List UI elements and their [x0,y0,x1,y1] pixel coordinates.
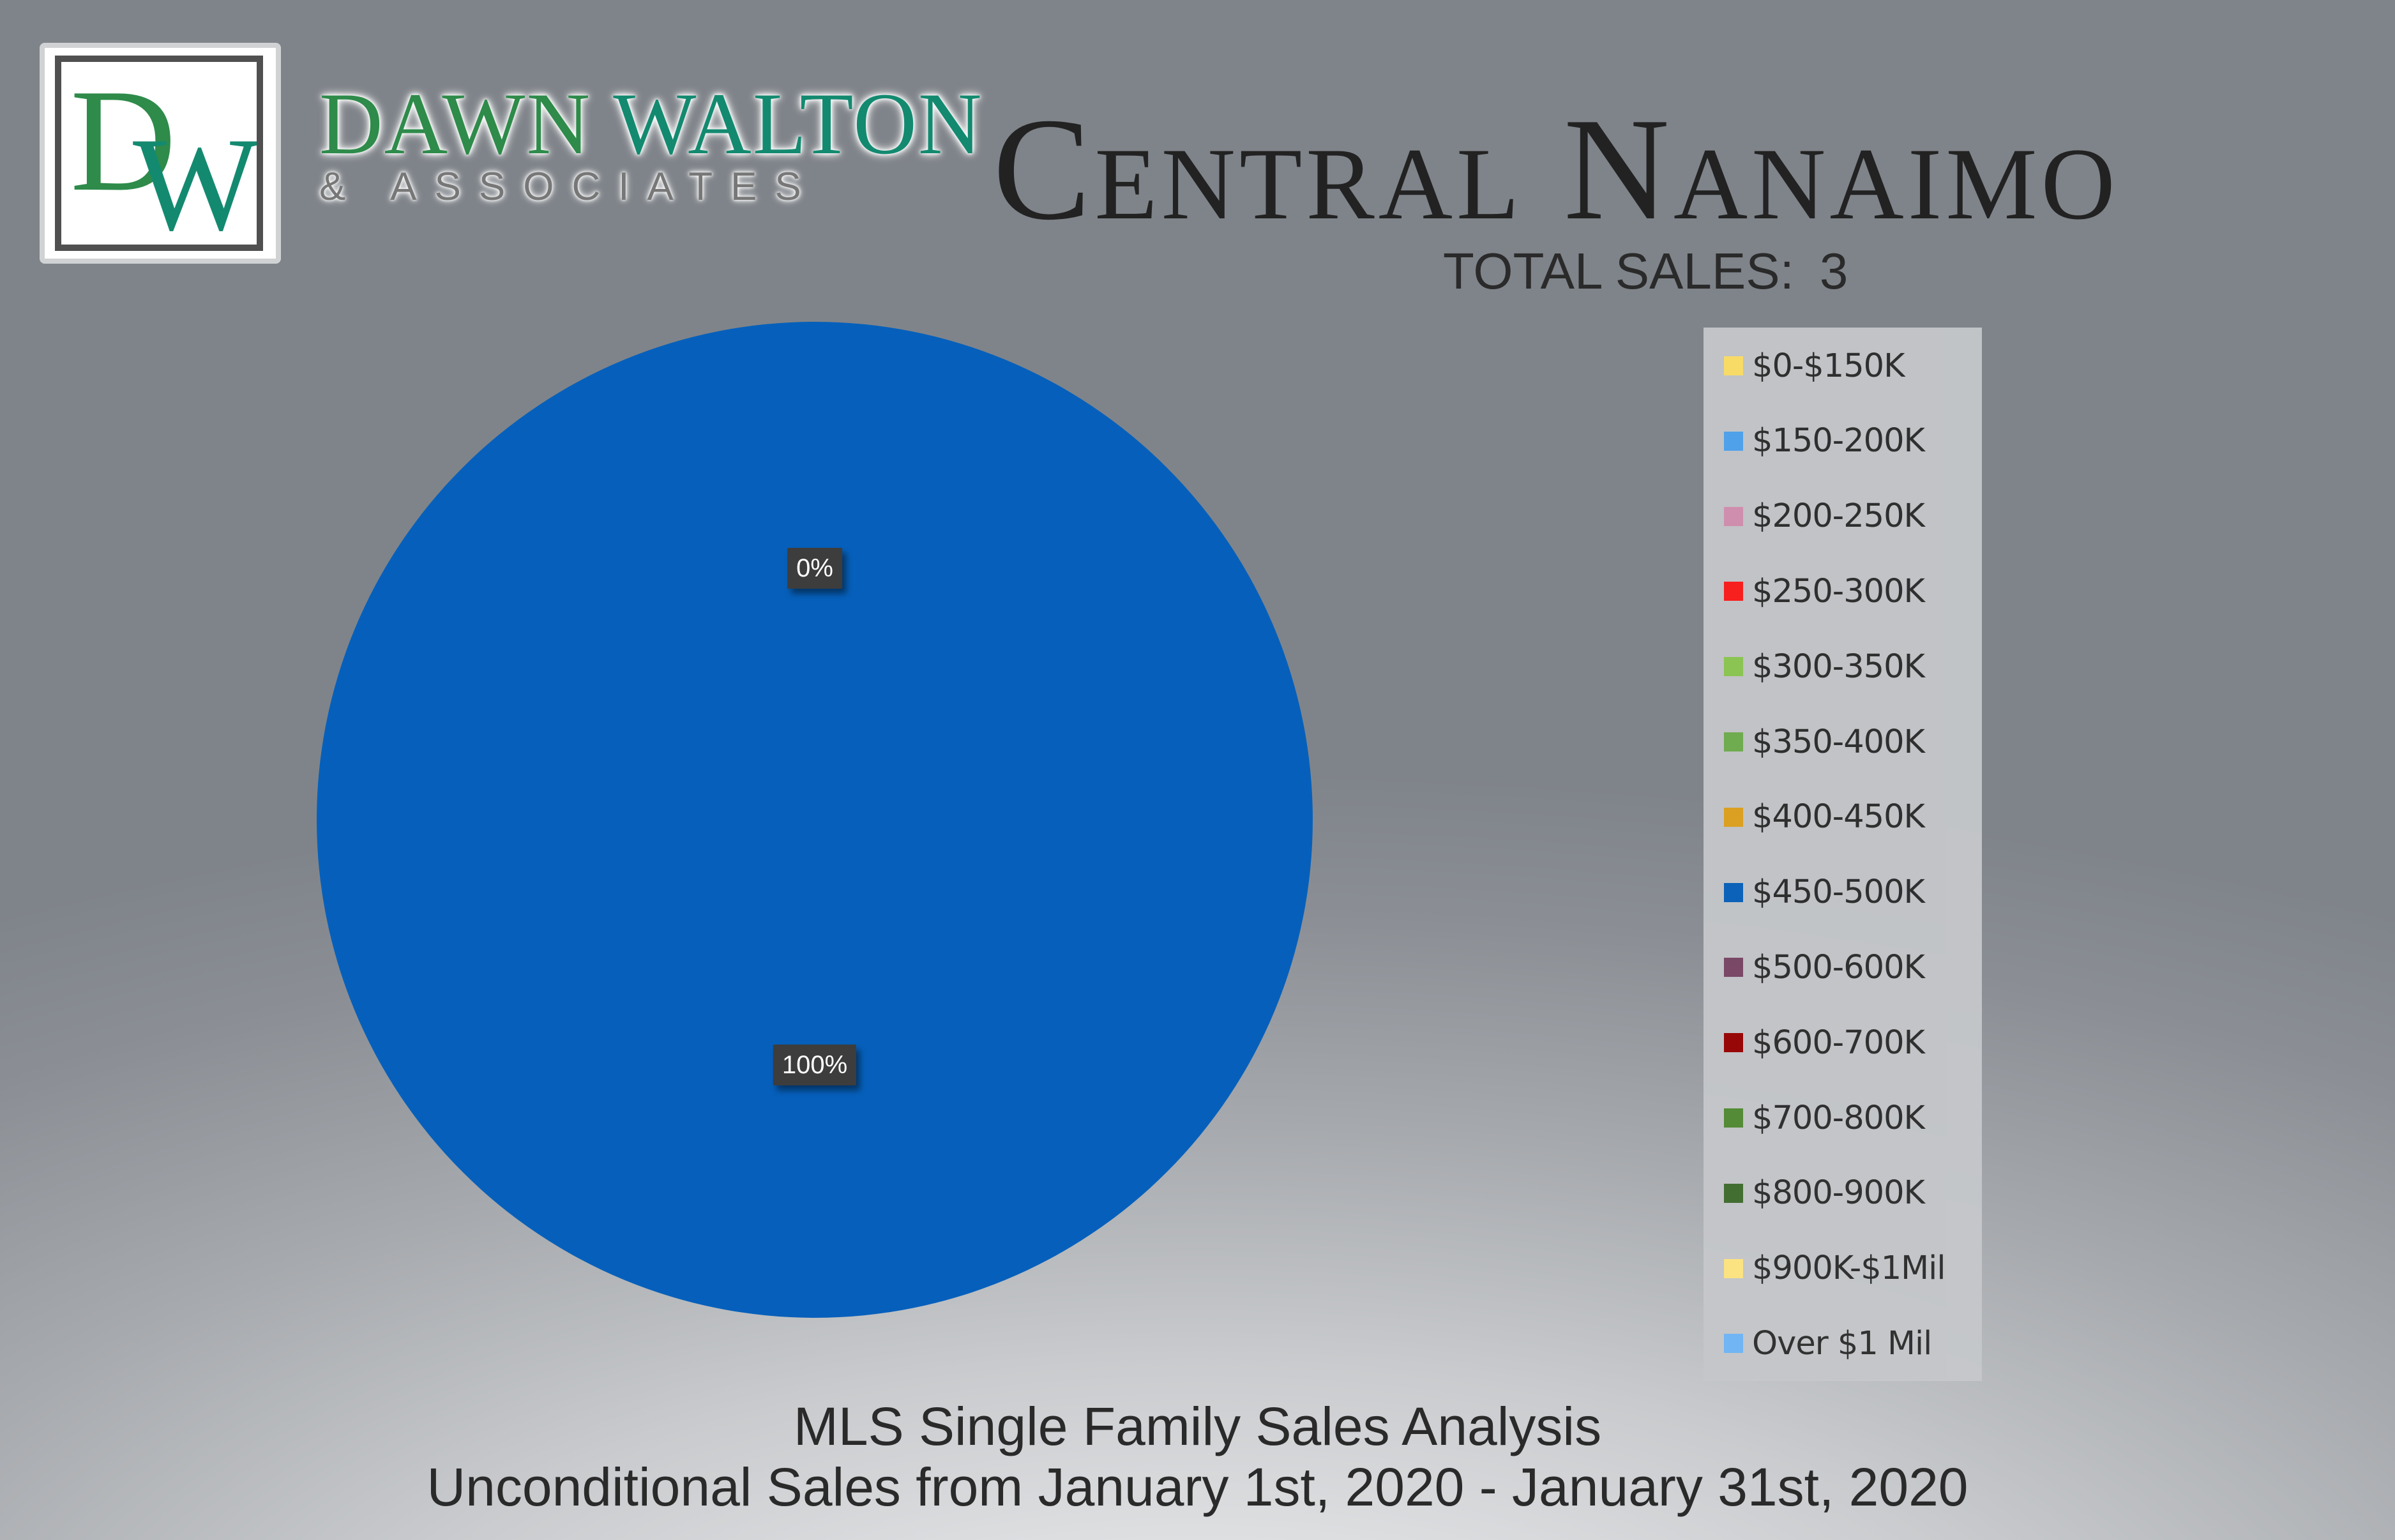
legend-swatch [1724,807,1743,827]
legend-label: $150-200K [1752,422,1925,460]
legend-label: $350-400K [1752,723,1925,761]
legend-label: $700-800K [1752,1099,1925,1137]
legend-swatch [1724,732,1743,751]
total-sales: TOTAL SALES: 3 [1443,246,1848,297]
legend-swatch [1724,657,1743,677]
legend-swatch [1724,1033,1743,1053]
legend-label: $800-900K [1752,1174,1925,1212]
logo: D W [40,43,281,264]
legend-item: Over $1 Mil [1724,1324,1932,1363]
legend-label: $400-450K [1752,798,1925,836]
legend-item: $900K-$1Mil [1724,1249,1946,1288]
legend-swatch [1724,1258,1743,1278]
legend-item: $200-250K [1724,497,1925,536]
legend-item: $500-600K [1724,948,1925,986]
legend-item: $300-350K [1724,647,1925,686]
legend-swatch [1724,882,1743,902]
legend-swatch [1724,1334,1743,1354]
legend-item: $800-900K [1724,1174,1925,1212]
dw-monogram-logo: D W [70,62,257,245]
legend-label: $200-250K [1752,497,1925,536]
svg-text:D: D [70,62,176,222]
total-sales-value: 3 [1819,243,1848,299]
footer-date-range: Unconditional Sales from January 1st, 20… [427,1457,1968,1517]
legend-item: $600-700K [1724,1023,1925,1062]
legend-swatch [1724,958,1743,978]
legend-swatch [1724,506,1743,526]
legend-label: $300-350K [1752,647,1925,686]
chart-title: Central Nanaimo [993,87,2119,250]
legend-item: $350-400K [1724,723,1925,761]
legend-swatch [1724,356,1743,375]
pie-data-label: 0% [787,548,842,589]
total-sales-label: TOTAL SALES: [1443,243,1794,299]
brand-name-second: WALTON [613,75,983,172]
legend-swatch [1724,1108,1743,1128]
logo-frame: D W [55,56,263,251]
legend-item: $150-200K [1724,422,1925,460]
legend-swatch [1724,582,1743,601]
legend-item: $400-450K [1724,798,1925,836]
legend-item: $700-800K [1724,1099,1925,1137]
legend-item: $450-500K [1724,873,1925,912]
brand-subtitle: & ASSOCIATES [319,165,819,209]
brand-name-first: DAWN [319,75,592,172]
svg-text:W: W [133,110,257,245]
legend-swatch [1724,431,1743,451]
footer-heading: MLS Single Family Sales Analysis [793,1396,1602,1456]
pie-data-label: 100% [773,1045,857,1085]
legend-item: $0-$150K [1724,347,1905,385]
pie-slice-450-500k [317,322,1313,1318]
chart-legend: $0-$150K $150-200K $200-250K $250-300K $300-… [1704,328,1982,1381]
pie-slices [317,322,1313,1318]
legend-label: $500-600K [1752,948,1925,986]
legend-label: $900K-$1Mil [1752,1249,1946,1288]
legend-label: $250-300K [1752,572,1925,610]
legend-label: $0-$150K [1752,347,1905,385]
brand-name: DAWN WALTON [319,80,983,168]
legend-label: Over $1 Mil [1752,1324,1932,1363]
legend-label: $450-500K [1752,873,1925,912]
legend-item: $250-300K [1724,572,1925,610]
legend-swatch [1724,1183,1743,1203]
legend-label: $600-700K [1752,1023,1925,1062]
